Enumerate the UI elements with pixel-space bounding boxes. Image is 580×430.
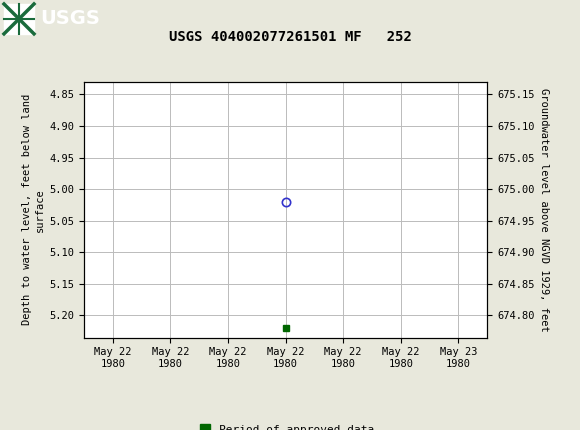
Y-axis label: Groundwater level above NGVD 1929, feet: Groundwater level above NGVD 1929, feet bbox=[539, 88, 549, 332]
Text: USGS: USGS bbox=[40, 9, 100, 28]
Text: USGS 404002077261501 MF   252: USGS 404002077261501 MF 252 bbox=[169, 30, 411, 43]
Y-axis label: Depth to water level, feet below land
surface: Depth to water level, feet below land su… bbox=[22, 94, 45, 325]
Bar bbox=[4, 4, 34, 34]
Legend: Period of approved data: Period of approved data bbox=[193, 421, 379, 430]
